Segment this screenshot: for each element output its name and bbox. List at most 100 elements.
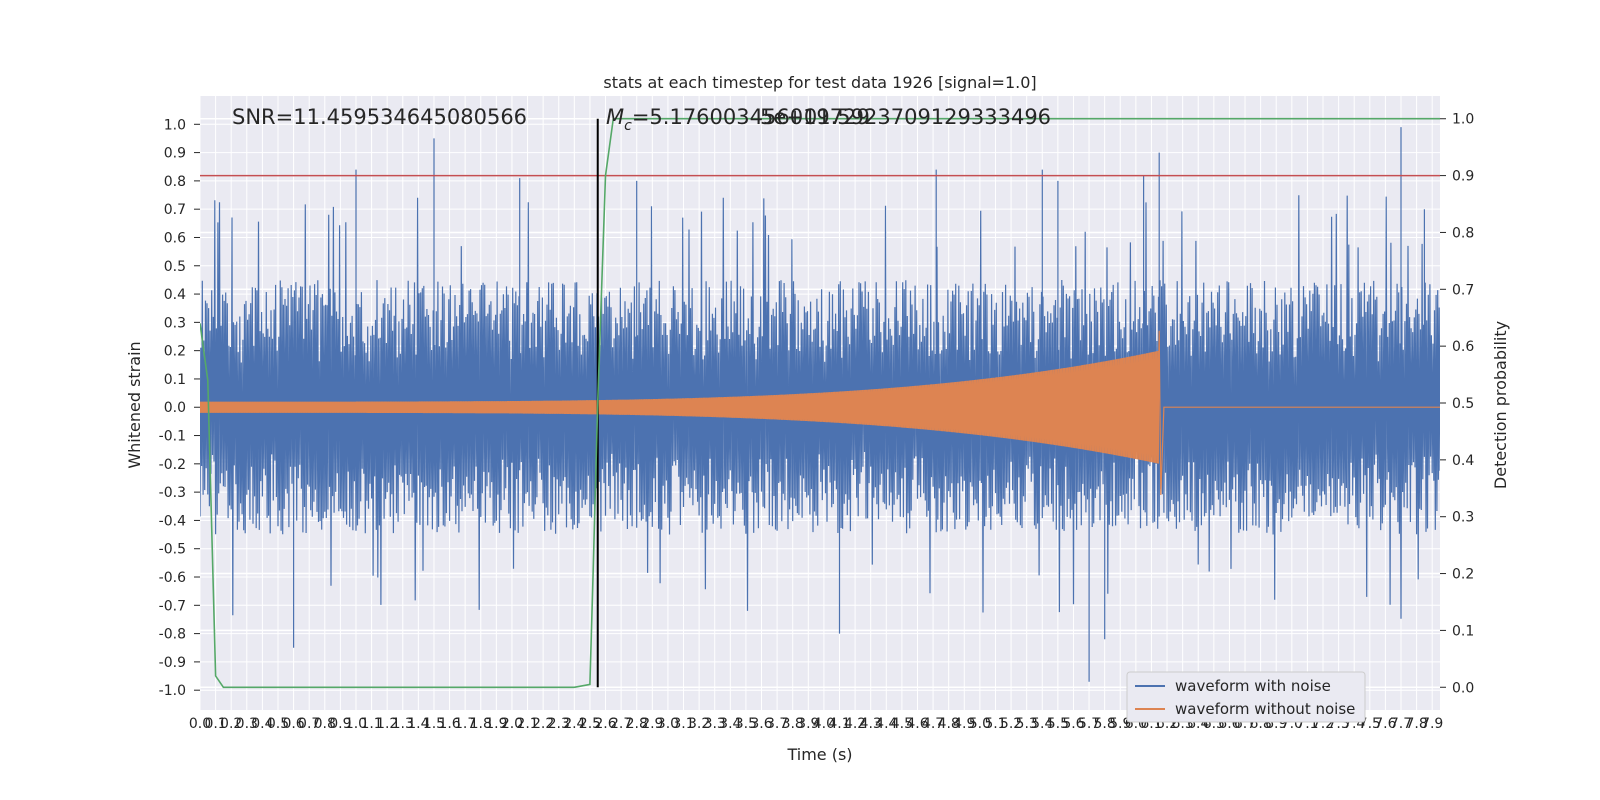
y-tick-label: -0.3	[159, 485, 186, 501]
y-tick-label: -0.4	[159, 513, 186, 529]
x-tick-label: 2.1	[516, 716, 538, 732]
y-tick-label: 0.1	[164, 372, 186, 388]
x-tick-label: 7.8	[1405, 716, 1427, 732]
x-tick-label: 4.4	[875, 716, 897, 732]
x-tick-label: 1.6	[438, 716, 460, 732]
y2-tick-labels: 0.0 0.1 0.2 0.3 0.4 0.5 0.6 0.7 0.8 0.9 1.0	[1452, 112, 1474, 697]
x-tick-label: 5.5	[1047, 716, 1069, 732]
x-tick-label: 1.8	[470, 716, 492, 732]
x-tick-label: 2.4	[563, 716, 585, 732]
y2-tick-label: 0.4	[1452, 453, 1474, 469]
x-tick-label: 4.8	[938, 716, 960, 732]
x-tick-label: 2.5	[579, 716, 601, 732]
x-tick-label: 5.6	[1062, 716, 1084, 732]
x-tick-label: 3.4	[719, 716, 741, 732]
y-tick-label: -0.1	[159, 429, 186, 445]
x-tick-label: 4.2	[844, 716, 866, 732]
x-tick-label: 5.8	[1094, 716, 1116, 732]
chirp-mass-value: =5.176003456019729	[632, 105, 870, 129]
x-tick-label: 2.9	[641, 716, 663, 732]
chart-title: stats at each timestep for test data 192…	[603, 73, 1036, 92]
x-tick-label: 0.1	[204, 716, 226, 732]
series-waveform-with-noise	[200, 127, 1440, 682]
x-tick-label: 3.6	[750, 716, 772, 732]
y-tick-label: -0.9	[159, 655, 186, 671]
x-tick-label: 0.0	[189, 716, 211, 732]
legend-label-noise: waveform with noise	[1175, 677, 1331, 695]
x-tick-label: 4.5	[891, 716, 913, 732]
x-tick-label: 0.5	[267, 716, 289, 732]
x-axis-label: Time (s)	[786, 745, 852, 764]
series-detection-probability	[200, 117, 1440, 689]
x-tick-labels: 0.00.10.20.30.40.50.60.70.80.91.01.11.21…	[189, 716, 1443, 732]
x-tick-label: 2.3	[548, 716, 570, 732]
x-tick-label: 1.4	[407, 716, 429, 732]
y-tick-label: 0.4	[164, 287, 186, 303]
y2-tick-label: 0.6	[1452, 339, 1474, 355]
x-tick-label: 2.2	[532, 716, 554, 732]
x-tick-label: 4.9	[953, 716, 975, 732]
x-tick-label: 5.9	[1109, 716, 1131, 732]
y2-tick-label: 0.8	[1452, 225, 1474, 241]
x-tick-label: 4.0	[813, 716, 835, 732]
x-tick-label: 2.0	[501, 716, 523, 732]
y-tick-label: 0.6	[164, 230, 186, 246]
y2-tick-label: 0.7	[1452, 282, 1474, 298]
x-tick-label: 5.3	[1016, 716, 1038, 732]
x-tick-label: 5.0	[969, 716, 991, 732]
y-tick-label: 1.0	[164, 117, 186, 133]
x-tick-label: 0.7	[298, 716, 320, 732]
legend: waveform with noise waveform without noi…	[1126, 671, 1366, 723]
y-tick-label: 0.3	[164, 315, 186, 331]
y-tick-label: -0.7	[159, 598, 186, 614]
x-tick-label: 5.2	[1000, 716, 1022, 732]
x-tick-label: 4.3	[860, 716, 882, 732]
x-tick-label: 0.3	[236, 716, 258, 732]
y2-tick-label: 0.0	[1452, 680, 1474, 696]
y-tick-labels: -1.0 -0.9 -0.8 -0.7 -0.6 -0.5 -0.4 -0.3 -0.2 -0.1…	[159, 117, 186, 699]
x-tick-label: 4.6	[906, 716, 928, 732]
y2-axis-label: Detection probability	[1491, 321, 1510, 489]
x-tick-label: 3.9	[797, 716, 819, 732]
y-tick-label: 0.8	[164, 174, 186, 190]
legend-box	[1126, 671, 1366, 723]
y2-tick-label: 0.3	[1452, 510, 1474, 526]
x-tick-label: 2.8	[626, 716, 648, 732]
y-tick-label: -1.0	[159, 683, 186, 699]
x-tick-label: 5.1	[984, 716, 1006, 732]
x-tick-label: 3.5	[735, 716, 757, 732]
x-tick-label: 0.2	[220, 716, 242, 732]
x-tick-label: 1.1	[360, 716, 382, 732]
x-tick-label: 4.7	[922, 716, 944, 732]
x-tick-label: 5.7	[1078, 716, 1100, 732]
x-tick-label: 7.6	[1374, 716, 1396, 732]
x-tick-label: 3.3	[704, 716, 726, 732]
y2-tick-label: 0.2	[1452, 567, 1474, 583]
y-tick-label: 0.2	[164, 344, 186, 360]
x-tick-label: 2.6	[594, 716, 616, 732]
x-tick-label: 1.9	[485, 716, 507, 732]
x-tick-label: 0.4	[251, 716, 273, 732]
x-tick-label: 2.7	[610, 716, 632, 732]
y-tick-label: 0.7	[164, 202, 186, 218]
y-tick-label: 0.0	[164, 400, 186, 416]
x-tick-label: 1.3	[392, 716, 414, 732]
y2-tick-label: 0.5	[1452, 396, 1474, 412]
chirp-mass-annotation: Mc=5.176003456019729	[606, 105, 870, 134]
legend-label-clean: waveform without noise	[1175, 700, 1355, 718]
x-tick-label: 3.0	[657, 716, 679, 732]
y-tick-label: -0.6	[159, 570, 186, 586]
x-tick-label: 3.7	[766, 716, 788, 732]
y-tick-label: -0.5	[159, 542, 186, 558]
snr-annotation: SNR=11.459534645080566	[232, 105, 527, 129]
x-tick-label: 0.6	[282, 716, 304, 732]
overlap-annotation: 5e+01.5923709129333496	[760, 105, 1051, 129]
x-tick-label: 1.2	[376, 716, 398, 732]
y2-tick-label: 0.9	[1452, 169, 1474, 185]
x-tick-label: 4.1	[828, 716, 850, 732]
x-tick-label: 1.0	[345, 716, 367, 732]
x-tick-label: 3.2	[688, 716, 710, 732]
x-tick-label: 7.9	[1421, 716, 1443, 732]
y-tick-label: -0.2	[159, 457, 186, 473]
